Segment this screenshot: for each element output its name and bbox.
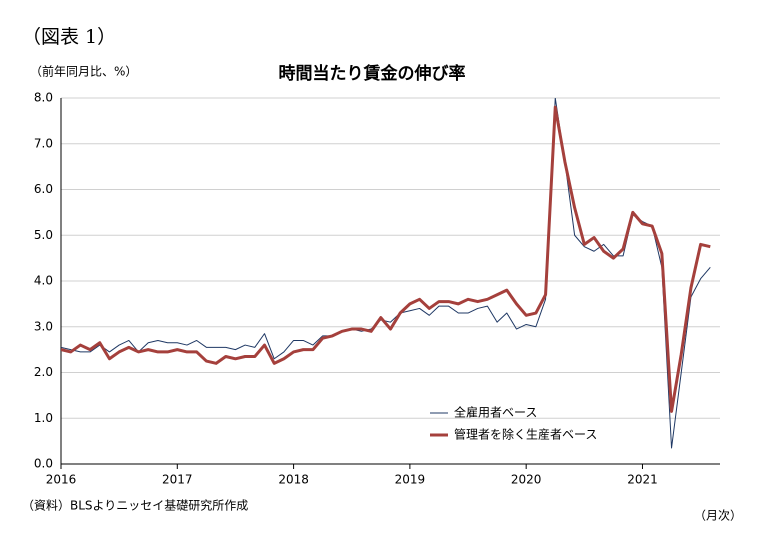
x-tick-label: 2017: [162, 473, 193, 487]
y-tick-label: 4.0: [34, 274, 53, 288]
figure-label: （図表 1）: [22, 26, 116, 48]
y-tick-label: 7.0: [34, 136, 53, 150]
x-tick-label: 2021: [627, 473, 658, 487]
x-tick-label: 2018: [278, 473, 309, 487]
x-tick-label: 2016: [46, 473, 77, 487]
series-line: [61, 98, 711, 449]
y-tick-label: 8.0: [34, 91, 53, 105]
series-line: [61, 105, 711, 413]
y-tick-label: 5.0: [34, 228, 53, 242]
legend-label: 管理者を除く生産者ベース: [454, 427, 597, 442]
x-axis-label: （月次）: [694, 509, 742, 523]
y-tick-label: 1.0: [34, 411, 53, 425]
x-tick-label: 2020: [511, 473, 542, 487]
y-axis-label: （前年同月比、%）: [30, 64, 137, 79]
y-tick-label: 2.0: [34, 365, 53, 379]
y-tick-label: 6.0: [34, 182, 53, 196]
legend-label: 全雇用者ベース: [454, 405, 537, 420]
x-tick-label: 2019: [395, 473, 426, 487]
y-tick-label: 3.0: [34, 319, 53, 333]
source: （資料）BLSよりニッセイ基礎研究所作成: [22, 498, 248, 513]
y-tick-label: 0.0: [34, 457, 53, 471]
chart-title: 時間当たり賃金の伸び率: [279, 63, 466, 84]
